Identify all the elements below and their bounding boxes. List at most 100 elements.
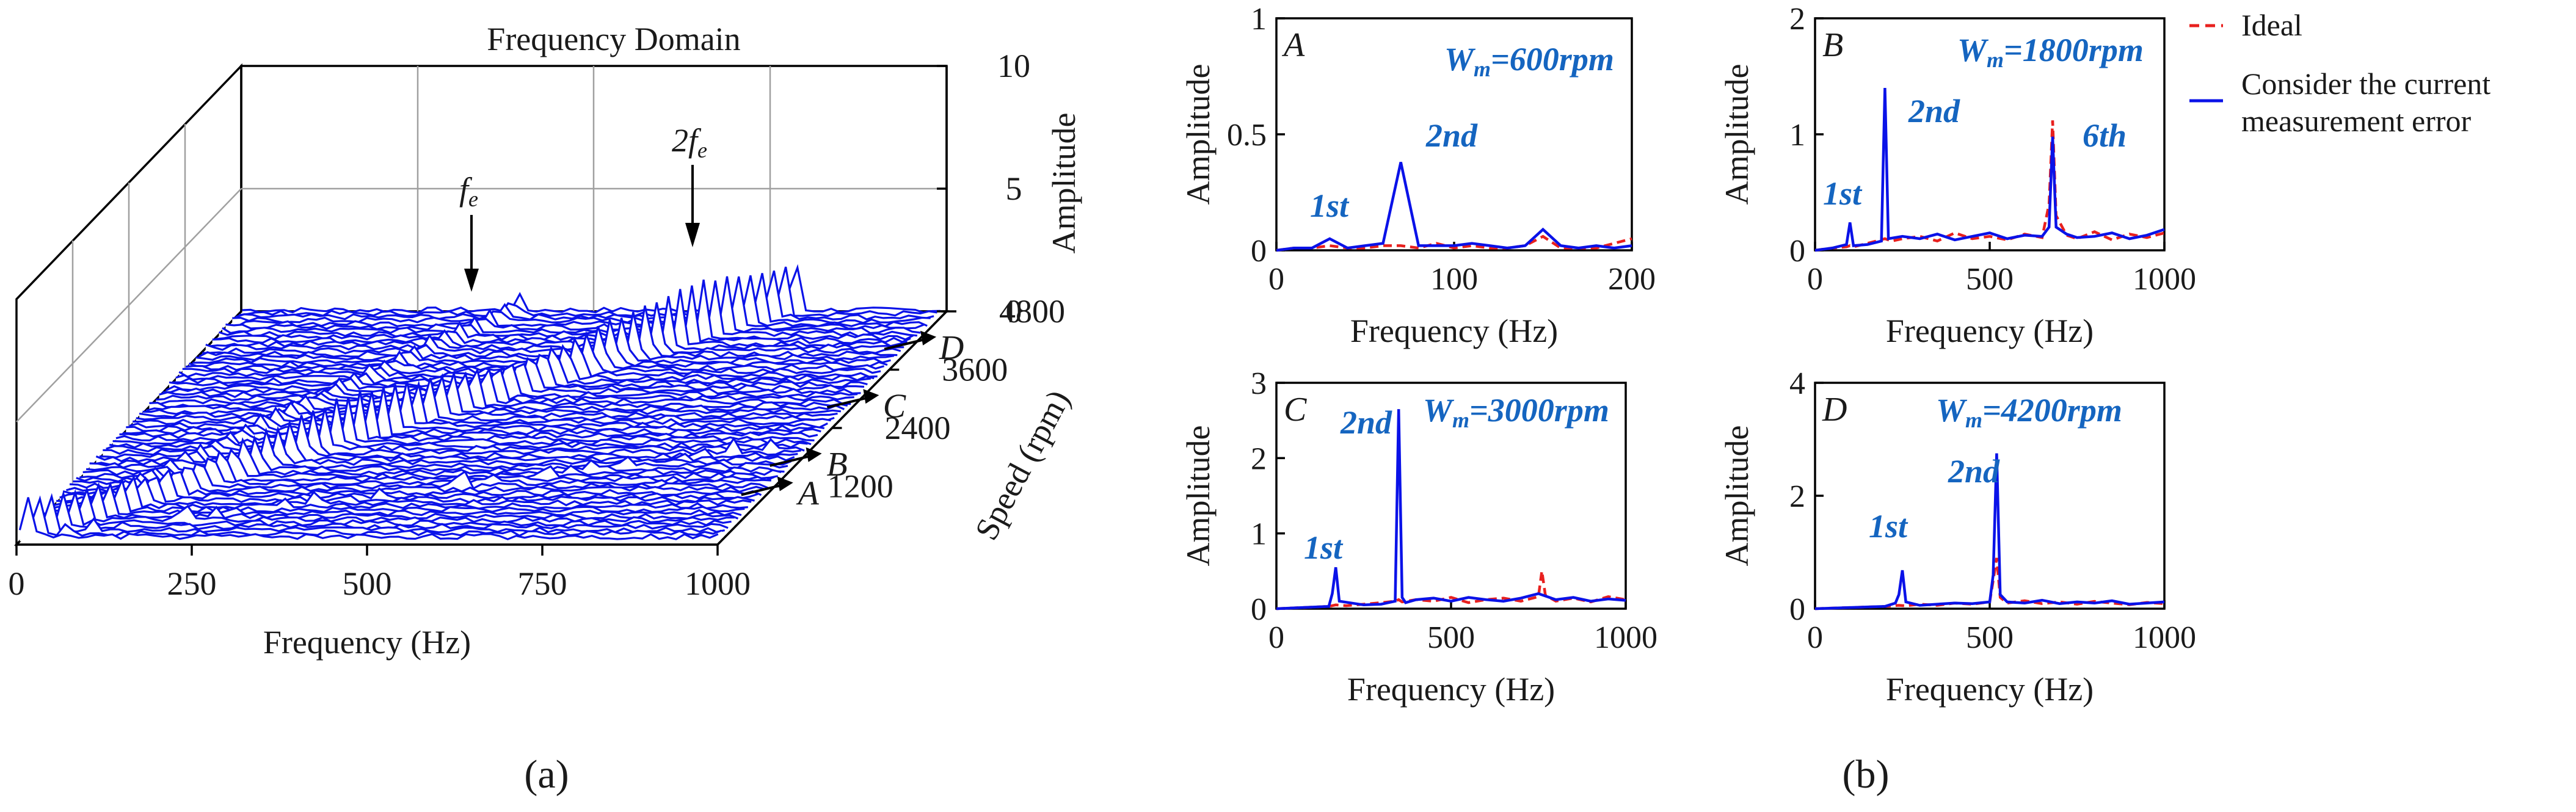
speed-value: =1800rpm [2004, 32, 2144, 68]
waterfall-trace [222, 276, 921, 335]
x-tick-label: 1000 [2133, 620, 2196, 655]
x-tick-label: 1000 [1594, 620, 1657, 655]
2fe-arrow-head [685, 223, 700, 247]
speed-sub: m [1987, 48, 2004, 72]
series-measured-line [1814, 453, 2165, 611]
series-ideal-line [1276, 570, 1626, 611]
waterfall-trace [62, 471, 762, 496]
speed-marker-arrow-head [806, 447, 822, 462]
waterfall-trace-fill [182, 334, 884, 376]
waterfall-trace [219, 280, 918, 338]
speed-tick-label: 4800 [999, 293, 1065, 330]
waterfall-trace [95, 419, 795, 463]
waterfall-trace [56, 476, 755, 504]
y-tick-label: 0 [1789, 234, 1805, 269]
waterfall-trace-fill [228, 275, 930, 328]
speed-annotation: Wm=1800rpm [1957, 32, 2144, 72]
legend-measured-label-1: Consider the current [2241, 67, 2490, 101]
x-tick-label: 500 [1966, 620, 2014, 655]
y-tick-label: 2 [1251, 441, 1267, 476]
waterfall-trace [149, 367, 848, 408]
speed-marker-label: A [796, 475, 820, 513]
speed-marker-label: B [827, 446, 848, 484]
y-tick-label: 1 [1251, 517, 1267, 552]
waterfall-trace [145, 371, 845, 412]
waterfall-trace [32, 489, 732, 527]
speed-marker-arrow [741, 484, 783, 496]
z-tick-label: 10 [997, 48, 1030, 84]
y-tick-label: 0.5 [1227, 118, 1267, 153]
waterfall-trace [39, 482, 739, 520]
x-axis-label: Frequency (Hz) [1886, 671, 2094, 708]
z-axis-label: Amplitude [1046, 113, 1082, 254]
subplot-A: 0 100 200 0 0.5 1 Frequency (Hz) Amplitude A Wm=6… [1180, 2, 1656, 349]
x-tick-label: 0 [1268, 262, 1284, 297]
waterfall-trace [228, 275, 928, 328]
x-tick-label: 100 [1430, 262, 1478, 297]
harmonic-label: 1st [1823, 175, 1863, 212]
2fe-label: 2fe [672, 122, 707, 162]
subplot-C: 0 500 1000 0 1 2 3 Frequency (Hz) Amplitude C Wm=3… [1180, 366, 1657, 708]
waterfall-trace-fill [242, 267, 944, 315]
waterfall-traces [18, 264, 944, 542]
subplot-id: B [1822, 26, 1843, 64]
waterfall-trace [242, 264, 941, 314]
speed-ticks: 1200 2400 3600 4800 [774, 293, 1065, 505]
x-tick-label: 0 [1268, 620, 1284, 655]
subplot-id: D [1822, 391, 1847, 429]
x-tick-label: 1000 [2133, 262, 2196, 297]
y-tick-label: 2 [1789, 479, 1805, 514]
harmonic-label: 6th [2083, 117, 2127, 154]
speed-marker-arrow-head [777, 476, 793, 491]
speed-annotation: Wm=3000rpm [1423, 392, 1609, 432]
waterfall-trace-fill [156, 370, 857, 403]
x-tick-label: 1000 [685, 565, 751, 602]
speed-marker-arrow [770, 454, 812, 467]
fe-label: fe [459, 171, 478, 211]
harmonic-label: 1st [1310, 187, 1350, 224]
waterfall-trace [232, 273, 931, 324]
speed-marker-arrow-head [863, 389, 879, 404]
waterfall-trace [109, 398, 808, 449]
y-tick-label: 3 [1251, 366, 1267, 401]
waterfall-trace [235, 270, 934, 321]
speed-annotation: Wm=4200rpm [1936, 392, 2122, 432]
waterfall-panel: 0 250 500 750 1000 Frequency (Hz) 1200 2400 36… [9, 21, 1083, 797]
waterfall-trace [133, 380, 831, 426]
subplot-id: C [1284, 391, 1307, 429]
z-tick-label: 5 [1006, 170, 1022, 207]
waterfall-trace [225, 276, 925, 331]
series-ideal-line [1814, 557, 2165, 611]
x-tick-label: 250 [167, 565, 217, 602]
x-axis-label: Frequency (Hz) [1347, 671, 1555, 708]
waterfall-trace [29, 490, 729, 531]
z-ticks: 0 5 10 [937, 48, 1030, 330]
speed-sub: m [1965, 408, 1982, 432]
y-axis-label: Amplitude [1180, 64, 1217, 205]
x-axis-label: Frequency (Hz) [1350, 313, 1558, 349]
y-tick-label: 0 [1251, 234, 1267, 269]
waterfall-trace-fill [192, 317, 893, 366]
waterfall-trace [152, 366, 851, 405]
speed-value: =3000rpm [1469, 392, 1609, 429]
series-ideal-line [1276, 234, 1632, 252]
waterfall-trace-fill [119, 391, 821, 440]
series-measured-line [1276, 162, 1632, 252]
waterfall-trace [59, 468, 759, 500]
waterfall-trace [238, 266, 937, 317]
speed-sub: m [1452, 408, 1469, 432]
speed-value: =4200rpm [1982, 392, 2122, 429]
waterfall-trace-fill [26, 496, 728, 535]
waterfall-trace [136, 377, 835, 422]
subplot-id: A [1281, 26, 1305, 64]
y-tick-label: 4 [1789, 366, 1805, 401]
waterfall-trace [139, 372, 838, 419]
waterfall-trace-fill [40, 485, 741, 521]
speed-marker-arrow-head [920, 330, 937, 346]
y-tick-label: 1 [1789, 118, 1805, 153]
x-tick-label: 500 [1966, 262, 2014, 297]
x-tick-label: 0 [1807, 262, 1823, 297]
x-axis-label: Frequency (Hz) [263, 624, 471, 661]
